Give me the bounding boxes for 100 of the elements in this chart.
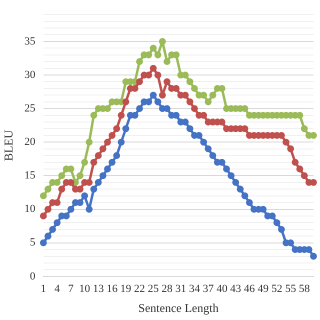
point <box>44 232 52 240</box>
point <box>296 166 304 172</box>
point <box>104 105 111 112</box>
point <box>172 84 180 92</box>
point <box>145 98 152 106</box>
point <box>300 125 308 132</box>
point <box>54 199 61 206</box>
point <box>191 105 198 112</box>
point <box>40 239 47 246</box>
x-tick-label: 16 <box>106 282 118 295</box>
x-tick-label: 55 <box>285 282 297 295</box>
point <box>136 105 143 112</box>
x-tick-label: 49 <box>258 282 270 295</box>
point <box>40 192 47 200</box>
point <box>76 172 84 180</box>
point <box>104 166 111 172</box>
y-tick-label: 25 <box>24 102 36 114</box>
point <box>200 138 208 146</box>
point <box>278 226 285 233</box>
point <box>145 51 152 58</box>
point <box>40 212 47 220</box>
x-tick-label: 7 <box>68 282 74 295</box>
y-tick-label: 0 <box>30 270 36 282</box>
point <box>76 199 84 206</box>
point <box>158 92 166 99</box>
point <box>300 172 308 180</box>
point <box>94 178 102 186</box>
y-tick-label: 15 <box>24 170 36 182</box>
point <box>122 125 130 132</box>
point <box>58 172 66 180</box>
point <box>150 92 157 99</box>
point <box>223 166 230 172</box>
point <box>154 98 162 106</box>
point <box>278 132 285 139</box>
x-tick-label: 10 <box>79 282 91 295</box>
point <box>72 199 79 206</box>
x-tick-label: 4 <box>54 282 60 295</box>
x-tick-label: 43 <box>230 282 242 295</box>
point <box>90 112 98 119</box>
y-tick-label: 5 <box>30 236 36 249</box>
point <box>172 51 180 58</box>
point <box>145 72 152 78</box>
point <box>196 132 202 139</box>
point <box>99 145 106 152</box>
point <box>99 172 106 180</box>
point <box>287 239 294 246</box>
point <box>241 192 248 200</box>
point <box>236 186 244 193</box>
point <box>49 226 56 233</box>
point <box>86 138 93 146</box>
point <box>158 38 166 45</box>
point <box>204 98 212 106</box>
point <box>86 206 93 213</box>
point <box>81 192 88 200</box>
point <box>260 206 267 213</box>
point <box>228 172 235 180</box>
point <box>132 84 138 92</box>
point <box>186 98 194 106</box>
point <box>113 152 120 160</box>
point <box>296 112 304 119</box>
point <box>81 158 88 166</box>
x-tick-label: 19 <box>120 282 132 295</box>
point <box>200 92 208 99</box>
point <box>287 145 294 152</box>
y-tick-label: 30 <box>24 68 36 81</box>
point <box>164 78 170 86</box>
x-tick-label: 37 <box>202 282 214 295</box>
point <box>94 152 102 160</box>
point <box>310 178 317 186</box>
x-tick-label: 40 <box>216 282 228 295</box>
point <box>118 138 125 146</box>
point <box>186 78 194 86</box>
point <box>132 112 138 119</box>
point <box>44 186 52 193</box>
point <box>154 72 162 78</box>
point <box>209 152 216 160</box>
point <box>186 125 194 132</box>
x-tick-label: 31 <box>175 282 186 295</box>
point <box>209 92 216 99</box>
point <box>136 78 143 86</box>
point <box>164 58 170 66</box>
point <box>204 145 212 152</box>
point <box>44 206 52 213</box>
x-tick-label: 34 <box>188 282 200 295</box>
point <box>90 186 98 193</box>
point <box>292 158 299 166</box>
point <box>172 112 180 119</box>
x-tick-label: 25 <box>148 282 160 295</box>
point <box>200 112 208 119</box>
point <box>282 138 290 146</box>
point <box>104 138 111 146</box>
point <box>150 64 157 72</box>
point <box>108 132 116 139</box>
point <box>191 84 198 92</box>
point <box>113 125 120 132</box>
point <box>54 178 61 186</box>
x-tick-label: 13 <box>92 282 104 295</box>
point <box>122 98 130 106</box>
x-tick-label: 22 <box>134 282 146 295</box>
point <box>232 178 240 186</box>
